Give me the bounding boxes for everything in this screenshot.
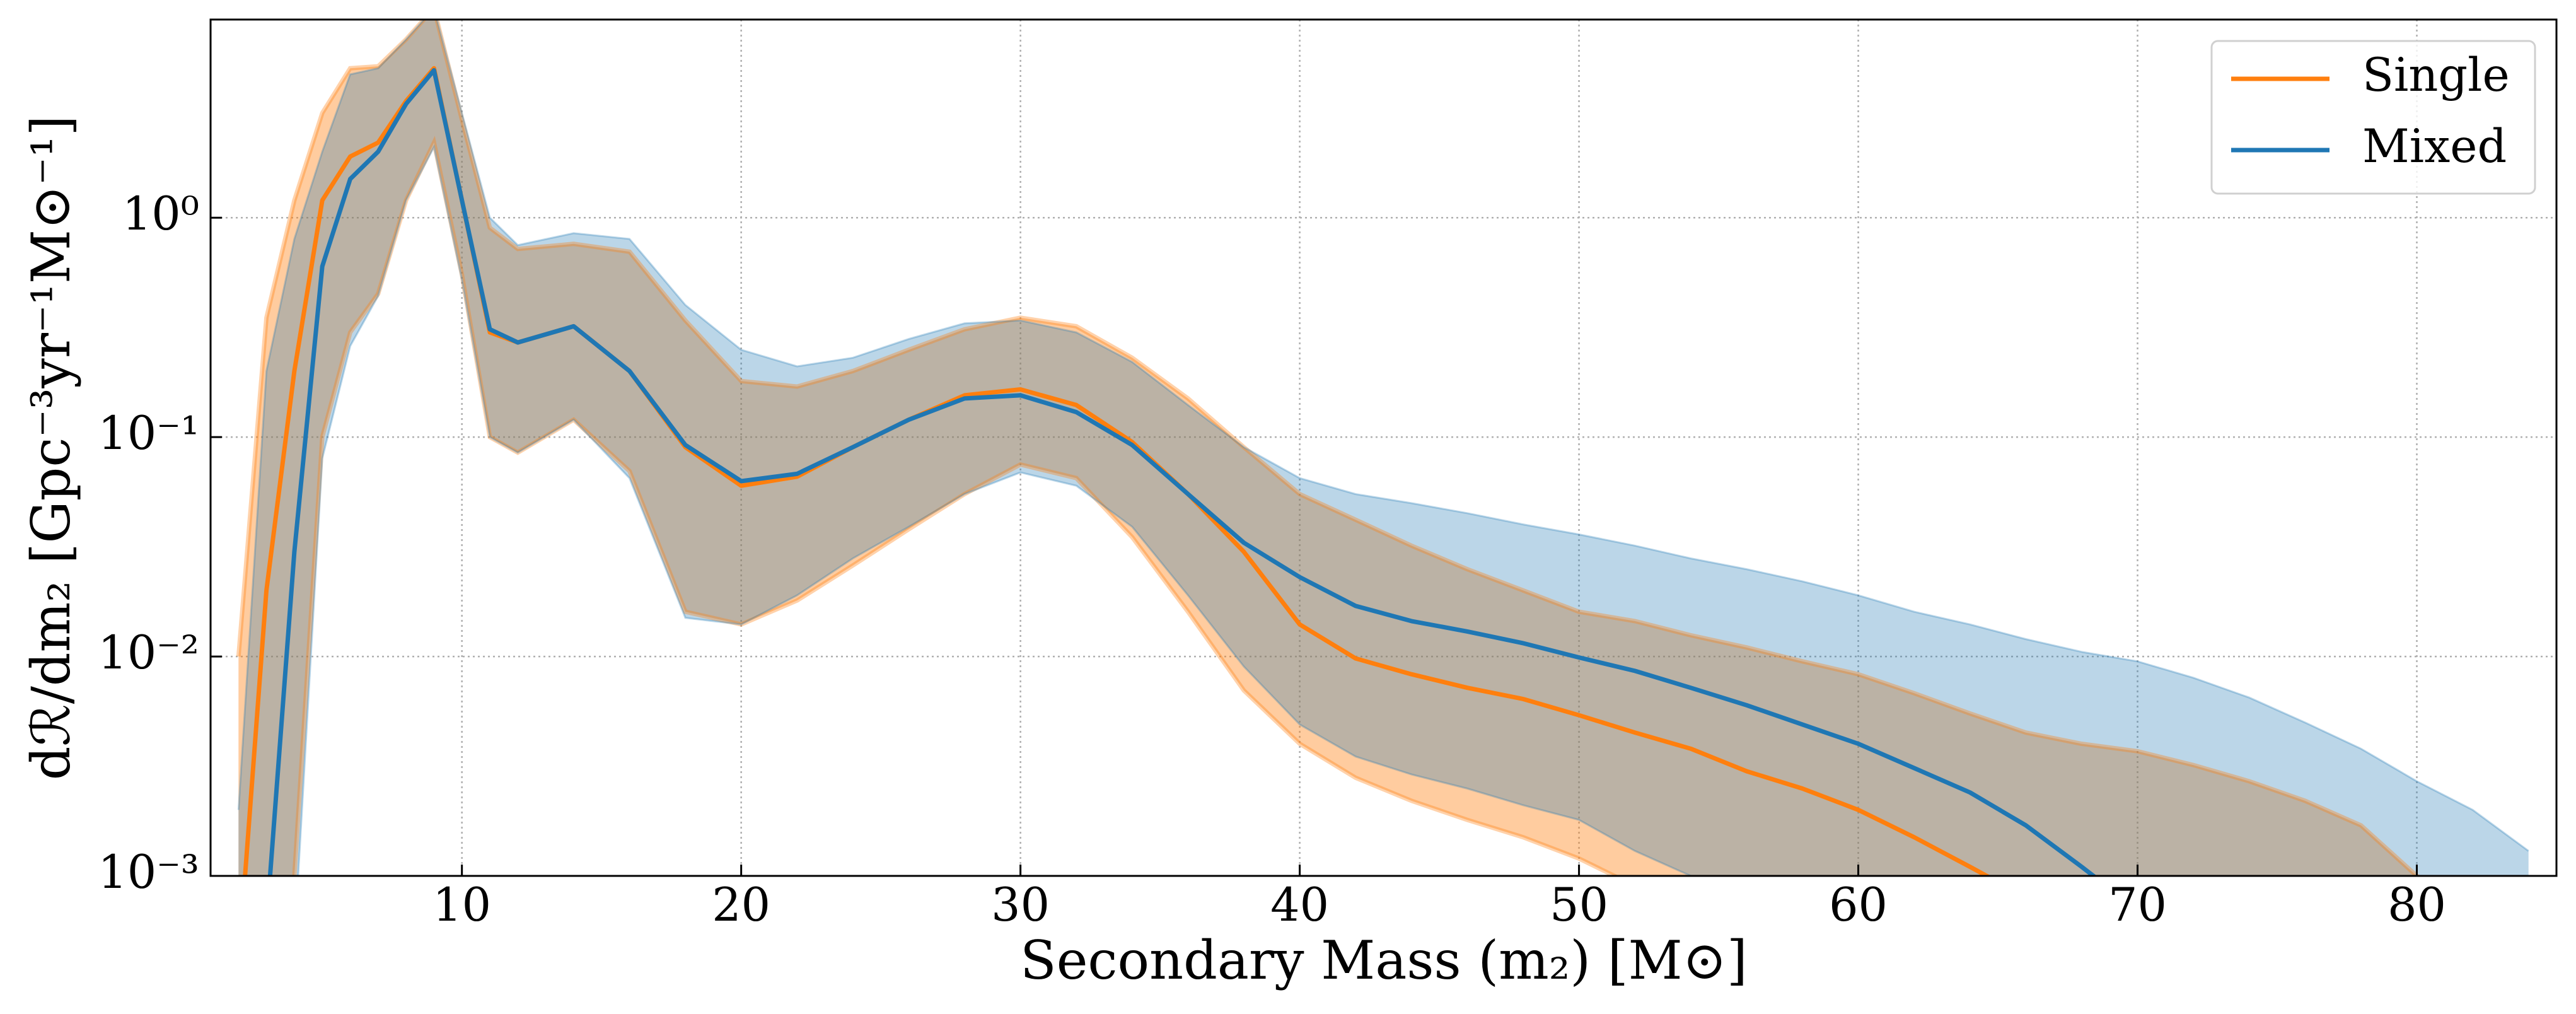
y-tick-label: 10⁰	[122, 187, 199, 241]
band-edge	[236, 20, 2422, 876]
x-tick-label: 30	[991, 878, 1050, 932]
confidence-band	[238, 20, 2529, 876]
axes-frame	[209, 18, 2558, 877]
band-edge	[292, 136, 1620, 876]
y-axis-label: dℛ/dm₂ [Gpc⁻³yr⁻¹M⊙⁻¹]	[20, 115, 82, 780]
y-tick-label: 10⁻²	[98, 626, 199, 680]
x-tick-label: 20	[712, 878, 770, 932]
median-line	[267, 67, 2097, 876]
band-edge	[297, 144, 1693, 876]
x-tick-label: 50	[1550, 878, 1608, 932]
x-tick-label: 60	[1829, 878, 1888, 932]
x-tick-label: 70	[2108, 878, 2167, 932]
x-tick-label: 10	[432, 878, 491, 932]
confidence-band	[238, 20, 2417, 876]
y-tick-label: 10⁻¹	[98, 407, 199, 460]
y-tick-label: 10⁻³	[98, 846, 199, 899]
plot-area	[211, 20, 2556, 876]
x-tick-label: 80	[2387, 878, 2446, 932]
band-edge	[237, 20, 2529, 852]
legend-label: Mixed	[2362, 120, 2507, 173]
x-tick-label: 40	[1270, 878, 1329, 932]
x-axis-label: Secondary Mass (m₂) [M⊙]	[1020, 930, 1748, 991]
legend-label: Single	[2362, 49, 2510, 102]
